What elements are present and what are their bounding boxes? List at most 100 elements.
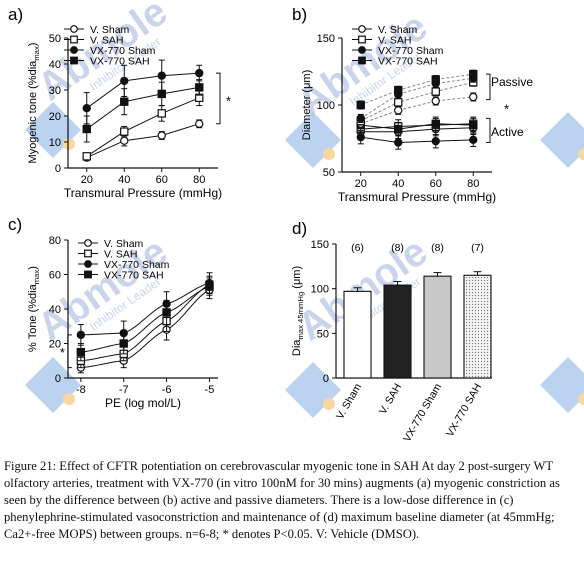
data-point <box>469 135 478 145</box>
annotation-active: Active <box>491 125 524 139</box>
data-point <box>431 96 440 106</box>
data-point <box>157 131 166 140</box>
watermark-logo-icon <box>540 357 584 413</box>
y-tick-label: 10 <box>49 137 61 149</box>
data-point <box>120 127 129 136</box>
x-axis-label: Transmural Pressure (mmHg) <box>64 186 222 200</box>
legend-entry: V. SAH <box>378 35 411 47</box>
data-point <box>82 124 91 134</box>
series-passive-7 <box>356 69 478 110</box>
panel-label: d) <box>292 219 307 238</box>
y-tick-label: 0 <box>323 373 329 385</box>
logo-dot-icon <box>578 148 584 160</box>
x-tick-label: 20 <box>355 178 367 190</box>
series-vx-770-sham <box>82 59 204 125</box>
legend-marker <box>84 249 92 258</box>
data-point <box>157 109 166 118</box>
y-tick-label: 50 <box>49 33 61 45</box>
y-tick-label: 40 <box>49 304 61 316</box>
logo-dot-icon <box>323 148 335 160</box>
legend-entry: V. SAH <box>90 35 123 47</box>
logo-diamond-icon <box>25 357 81 413</box>
bar <box>343 290 372 379</box>
n-label: (8) <box>431 242 444 254</box>
n-label: (6) <box>351 242 364 254</box>
significance-bracket <box>67 334 72 369</box>
y-tick-label: 150 <box>311 239 329 251</box>
logo-dot-icon <box>63 138 75 150</box>
series-vx-770-sah <box>76 277 214 362</box>
passive-bracket <box>486 73 491 101</box>
series-line <box>86 72 200 109</box>
data-point <box>195 68 204 78</box>
y-axis-label: Diamax 45mmHg (μm) <box>291 266 305 356</box>
series-passive-4 <box>356 92 478 129</box>
data-point <box>469 92 478 102</box>
data-point <box>469 69 478 79</box>
series-line <box>86 97 200 157</box>
x-tick-label: 40 <box>118 174 130 186</box>
y-tick-label: 60 <box>49 270 61 282</box>
x-tick-label: 60 <box>156 174 168 186</box>
data-point <box>119 339 128 348</box>
legend-marker <box>358 25 366 33</box>
data-point <box>82 103 91 113</box>
watermark-logo-icon <box>25 357 81 413</box>
series-line <box>80 286 210 353</box>
legend-marker <box>358 46 366 54</box>
legend-entry: VX-770 Sham <box>104 259 170 271</box>
watermark-logo-icon <box>285 112 341 168</box>
data-point <box>431 75 440 84</box>
n-label: (7) <box>471 242 484 254</box>
x-tick-label: 40 <box>392 178 404 190</box>
figure-caption: Figure 21: Effect of CFTR potentiation o… <box>4 459 560 541</box>
x-category-label: V. Sham <box>334 381 364 421</box>
logo-diamond-icon <box>285 112 341 168</box>
x-tick-label: 20 <box>81 174 93 186</box>
x-axis-label: Transmural Pressure (mmHg) <box>338 190 496 204</box>
x-tick-label: 60 <box>430 178 442 190</box>
bar <box>423 275 452 379</box>
data-point <box>205 282 214 291</box>
x-tick-label: -7 <box>119 384 129 396</box>
data-point <box>394 138 403 147</box>
significance-star: * <box>60 345 65 360</box>
legend-entry: V. SAH <box>104 249 137 261</box>
panel-c: c) -8 -7 -6 -5 0 20 40 60 80 PE (log mol/L) % Tone … <box>8 215 218 410</box>
data-point <box>195 83 204 92</box>
legend-marker <box>70 56 78 65</box>
series-line <box>360 96 474 125</box>
data-point <box>394 124 403 134</box>
panel-label: c) <box>8 215 22 234</box>
panel-d: d) 0 50 100 150 Diamax 45mmHg (μm) (6) V. Sham (… <box>291 219 492 444</box>
x-tick-label: 80 <box>193 174 205 186</box>
active-bracket <box>486 117 491 144</box>
series-line <box>86 86 200 130</box>
y-tick-label: 30 <box>49 85 61 97</box>
series-v-sham <box>82 119 204 162</box>
legend-entry: VX-770 Sham <box>90 45 156 57</box>
legend-entry: VX-770 Sham <box>378 45 444 57</box>
series-line <box>360 123 474 130</box>
y-tick-label: 80 <box>49 235 61 247</box>
legend-entry: VX-770 SAH <box>90 56 150 68</box>
data-point <box>82 152 91 161</box>
series-line <box>80 284 210 362</box>
data-point <box>162 308 171 317</box>
legend-entry: V. Sham <box>104 238 144 250</box>
y-tick-label: 40 <box>49 59 61 71</box>
data-point <box>469 120 478 130</box>
data-point <box>76 330 86 340</box>
data-point <box>394 106 403 115</box>
n-label: (8) <box>391 242 404 254</box>
legend-marker <box>70 25 78 33</box>
series-line <box>86 123 200 159</box>
y-tick-label: 20 <box>49 111 61 123</box>
series-line <box>80 282 210 336</box>
series-line <box>360 127 474 133</box>
data-point <box>431 87 440 96</box>
annotation-passive: Passive <box>491 75 533 89</box>
x-axis-label: PE (log mol/L) <box>105 396 181 410</box>
